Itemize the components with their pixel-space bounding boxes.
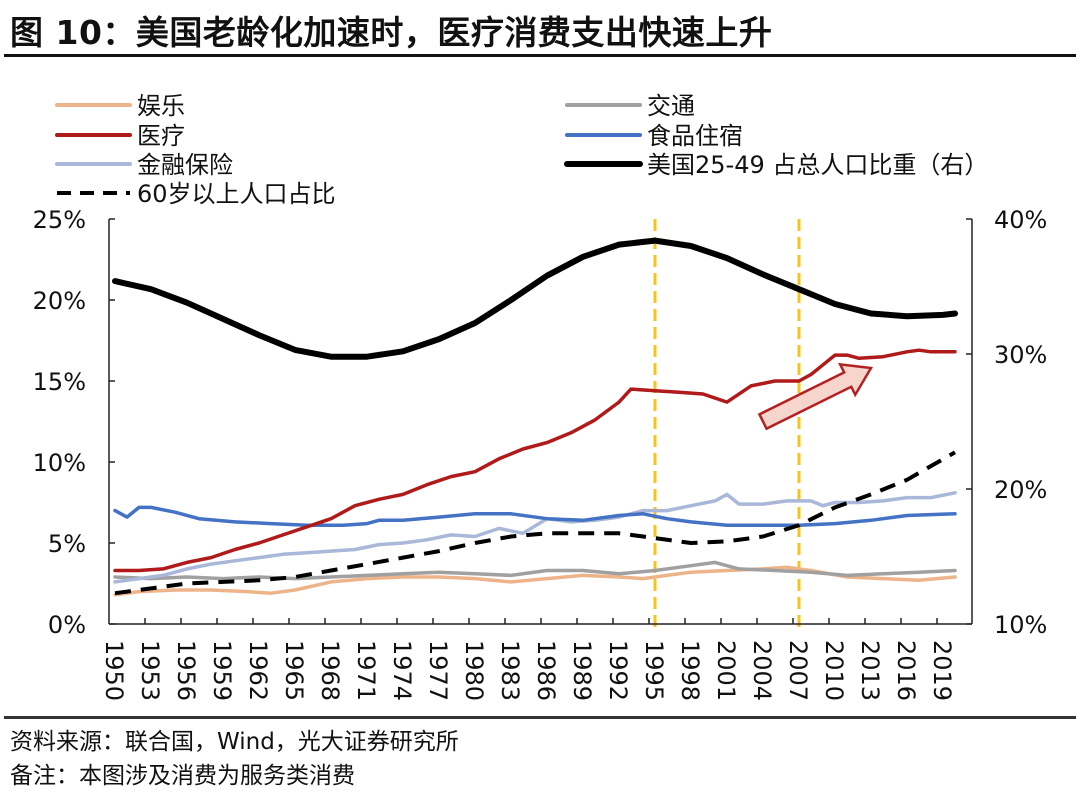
legend-label: 60岁以上人口占比	[137, 180, 336, 208]
x-tick-label: 1998	[676, 640, 704, 701]
y-left-tick-label: 10%	[33, 449, 86, 477]
y-right-tick-label: 40%	[994, 206, 1047, 234]
x-tick-label: 1995	[640, 640, 668, 701]
x-tick-label: 1983	[496, 640, 524, 701]
x-tick-label: 1965	[280, 640, 308, 701]
x-tick-label: 2019	[928, 640, 956, 701]
series-line-1	[113, 348, 957, 573]
y-left-tick-label: 0%	[48, 611, 86, 639]
x-tick-label: 1950	[100, 640, 128, 701]
legend-item: 金融保险	[55, 151, 233, 179]
series-line-5	[112, 237, 958, 360]
y-left-tick-label: 5%	[48, 530, 86, 558]
trend-arrow	[757, 362, 874, 431]
source-note: 资料来源：联合国，Wind，光大证券研究所	[10, 729, 459, 755]
x-tick-label: 2007	[784, 640, 812, 701]
remark-note: 备注：本图涉及消费为服务类消费	[10, 763, 355, 789]
title-divider	[4, 54, 1076, 57]
axes: 0% 5% 10% 15% 20% 25% 10% 20% 30% 40% 1950 1953 1956…	[33, 206, 1048, 701]
legend-label: 金融保险	[137, 151, 233, 179]
x-tick-label: 1962	[244, 640, 272, 701]
plot-area: 0% 5% 10% 15% 20% 25% 10% 20% 30% 40% 1950 1953 1956…	[33, 206, 1048, 701]
figure-title: 图 10：美国老龄化加速时，医疗消费支出快速上升	[10, 13, 773, 52]
legend-item: 60岁以上人口占比	[57, 180, 336, 208]
footer-divider	[4, 716, 1076, 719]
y-right-tick-label: 30%	[994, 341, 1047, 369]
legend-label: 交通	[647, 92, 695, 120]
series-line-6	[114, 450, 956, 596]
x-tick-label: 2013	[856, 640, 884, 701]
x-tick-label: 1986	[532, 640, 560, 701]
series-lines	[112, 237, 958, 597]
legend-label: 医疗	[137, 122, 185, 150]
x-tick-label: 1977	[424, 640, 452, 701]
x-tick-label: 1953	[136, 640, 164, 701]
x-tick-label: 1974	[388, 640, 416, 701]
legend-label: 美国25-49 占总人口比重（右）	[647, 151, 988, 179]
x-tick-label: 2004	[748, 640, 776, 701]
series-line-2	[113, 491, 957, 584]
x-tick-label: 2010	[820, 640, 848, 701]
y-left-tick-label: 15%	[33, 368, 86, 396]
legend-item: 交通	[565, 92, 695, 120]
x-tick-label: 2016	[892, 640, 920, 701]
legend-item: 美国25-49 占总人口比重（右）	[564, 151, 988, 179]
y-left-tick-label: 25%	[33, 206, 86, 234]
legend-item: 食品住宿	[565, 122, 743, 150]
y-left-tick-label: 20%	[33, 287, 86, 315]
trend-arrow-shape	[757, 362, 874, 431]
x-tick-label: 1992	[604, 640, 632, 701]
legend-item: 娱乐	[55, 92, 185, 120]
series-line-3	[113, 560, 957, 581]
series-line-4	[113, 505, 957, 527]
x-tick-label: 2001	[712, 640, 740, 701]
x-tick-label: 1989	[568, 640, 596, 701]
legend-label: 娱乐	[137, 92, 185, 120]
reference-lines	[653, 219, 801, 628]
legend-label: 食品住宿	[647, 122, 743, 150]
y-right-tick-label: 20%	[994, 476, 1047, 504]
x-tick-label: 1980	[460, 640, 488, 701]
x-tick-label: 1971	[352, 640, 380, 701]
series-line-0	[113, 565, 957, 597]
legend-item: 医疗	[55, 122, 185, 150]
annotations	[757, 362, 874, 431]
x-tick-label: 1956	[172, 640, 200, 701]
y-right-tick-label: 10%	[994, 611, 1047, 639]
x-tick-label: 1959	[208, 640, 236, 701]
x-tick-label: 1968	[316, 640, 344, 701]
